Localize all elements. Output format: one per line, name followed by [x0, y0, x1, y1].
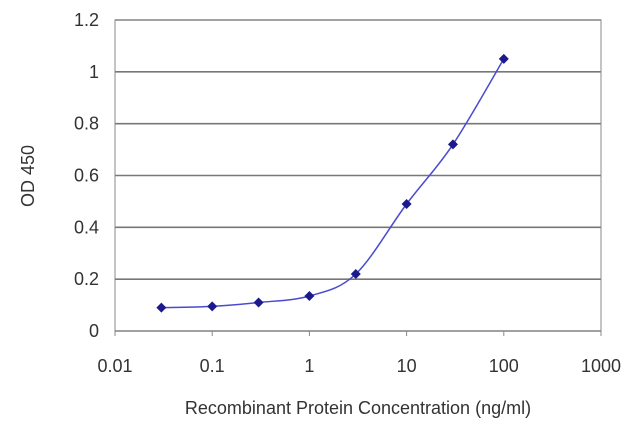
- y-axis: 0 0.2 0.4 0.6 0.8 1 1.2: [74, 10, 99, 341]
- x-axis: 0.01 0.1 1 10 100 1000: [97, 331, 621, 376]
- y-tick-label: 1: [89, 62, 99, 82]
- data-point: [304, 291, 315, 302]
- series-line: [161, 58, 505, 309]
- x-tick-label: 0.01: [97, 356, 132, 376]
- data-point: [498, 53, 509, 64]
- y-tick-label: 0.2: [74, 269, 99, 289]
- data-point: [253, 297, 264, 308]
- data-point: [350, 268, 361, 279]
- plot-area-frame: [114, 19, 602, 332]
- data-point: [156, 302, 167, 313]
- y-tick-label: 0.4: [74, 217, 99, 237]
- x-tick-label: 0.1: [200, 356, 225, 376]
- y-tick-label: 1.2: [74, 10, 99, 30]
- data-point: [447, 139, 458, 150]
- x-tick-label: 100: [489, 356, 519, 376]
- x-tick-label: 10: [397, 356, 417, 376]
- x-axis-title: Recombinant Protein Concentration (ng/ml…: [185, 398, 531, 418]
- data-point: [207, 301, 218, 312]
- series: [156, 53, 509, 313]
- gridlines: [115, 19, 601, 332]
- y-axis-title: OD 450: [18, 145, 38, 207]
- data-point: [401, 199, 412, 210]
- x-tick-label: 1000: [581, 356, 621, 376]
- y-tick-label: 0.8: [74, 114, 99, 134]
- x-tick-label: 1: [304, 356, 314, 376]
- y-tick-label: 0: [89, 321, 99, 341]
- y-tick-label: 0.6: [74, 166, 99, 186]
